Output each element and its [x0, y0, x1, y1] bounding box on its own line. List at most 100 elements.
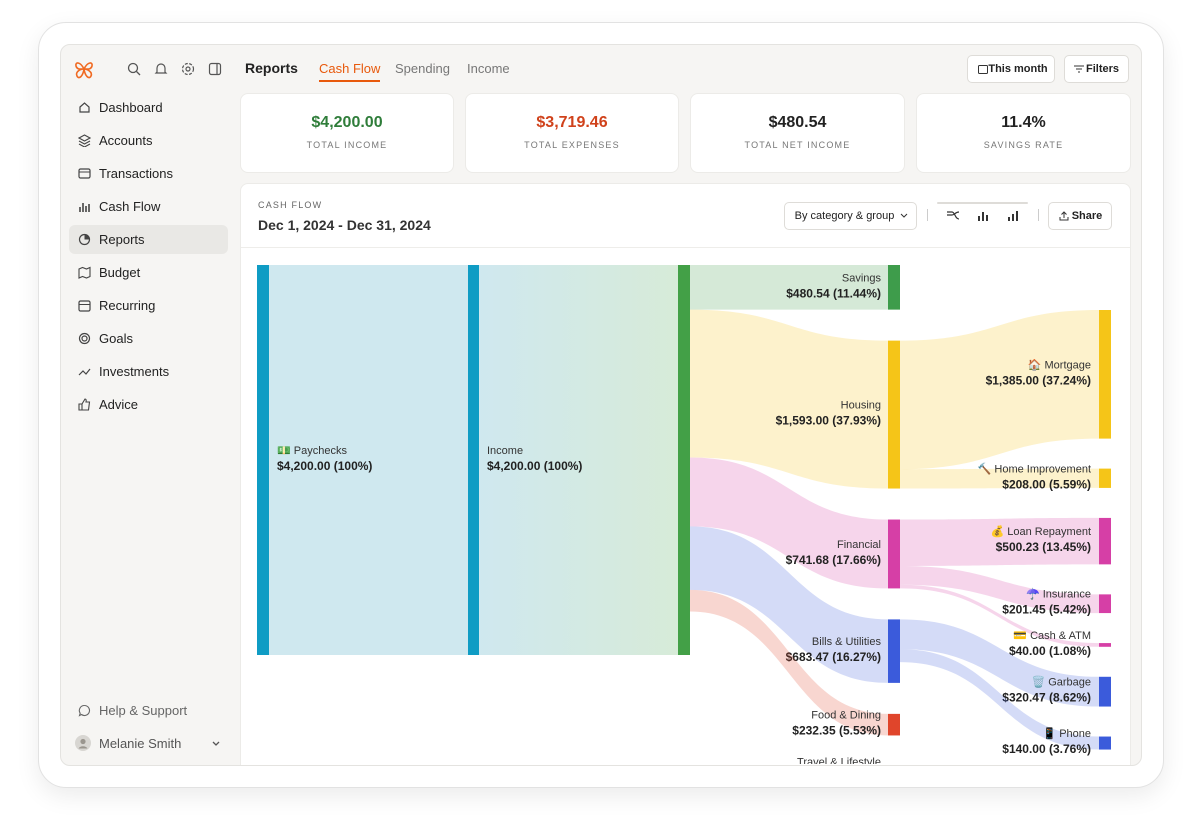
node-value: $683.47 (16.27%)	[786, 650, 881, 664]
tab-active[interactable]: Cash Flow	[319, 61, 381, 82]
node-bar	[678, 265, 690, 655]
flow	[900, 619, 1099, 707]
nav-item[interactable]: Reports	[69, 225, 228, 254]
nav-item[interactable]: Budget	[69, 258, 228, 287]
nav-item[interactable]: Goals	[69, 324, 228, 353]
nav-item[interactable]: Accounts	[69, 126, 228, 155]
card-label: TOTAL NET INCOME	[744, 140, 851, 150]
node-name: Food & Dining	[811, 710, 881, 722]
nav-label: Advice	[99, 397, 139, 412]
node-value: $320.47 (8.62%)	[1002, 691, 1091, 705]
flow	[900, 517, 1099, 566]
help-label: Help & Support	[99, 703, 188, 718]
node-value: $500.23 (13.45%)	[996, 540, 1091, 554]
separator	[927, 209, 928, 221]
node-name: 💰 Loan Repayment	[990, 525, 1091, 538]
user-menu[interactable]: Melanie Smith	[69, 729, 228, 758]
node-bar	[1099, 736, 1111, 750]
node-bar	[468, 265, 479, 655]
divider	[241, 247, 1130, 248]
node-name: 💳 Cash & ATM	[1013, 630, 1091, 642]
nav-item[interactable]: Cash Flow	[69, 192, 228, 221]
panel-label: CASH FLOW	[258, 200, 323, 210]
node-bar	[257, 265, 269, 655]
node-value: $201.45 (5.42%)	[1002, 603, 1091, 617]
bar-view-toggle[interactable]	[967, 202, 998, 221]
node-bar	[1099, 676, 1111, 707]
nav-label: Recurring	[99, 298, 156, 313]
nav-item[interactable]: Dashboard	[69, 93, 228, 122]
card-value: $4,200.00	[311, 114, 383, 131]
node-name: 📱 Phone	[1042, 727, 1091, 740]
card-label: TOTAL INCOME	[306, 140, 388, 150]
help-link[interactable]: Help & Support	[69, 696, 228, 725]
share-label: Share	[1071, 210, 1103, 222]
summary-card: $4,200.00 TOTAL INCOME	[240, 93, 454, 173]
flow	[900, 584, 1099, 647]
nav-item[interactable]: Transactions	[69, 159, 228, 188]
node-value: $1,593.00 (37.93%)	[776, 414, 881, 428]
flow	[690, 589, 888, 736]
nav-label: Reports	[99, 232, 145, 247]
date-button-label: This month	[988, 63, 1048, 75]
stacked-view-toggle[interactable]	[997, 202, 1028, 221]
search-icon[interactable]	[127, 62, 141, 76]
nav-label: Dashboard	[99, 100, 163, 115]
settings-icon[interactable]	[181, 62, 195, 76]
nav-item[interactable]: Recurring	[69, 291, 228, 320]
node-value: $4,200.00 (100%)	[277, 459, 372, 473]
card-label: SAVINGS RATE	[983, 140, 1064, 150]
node-value: $4,200.00 (100%)	[487, 459, 582, 473]
flow	[690, 265, 888, 310]
grouping-label: By category & group	[794, 210, 895, 222]
node-bar	[1099, 517, 1111, 565]
flow	[479, 265, 678, 655]
node-name: 💵 Paychecks	[277, 445, 347, 457]
summary-card: $480.54 TOTAL NET INCOME	[690, 93, 905, 173]
summary-card: 11.4% SAVINGS RATE	[916, 93, 1131, 173]
node-bar	[1099, 310, 1111, 439]
separator	[1038, 209, 1039, 221]
nav-label: Cash Flow	[99, 199, 161, 214]
sankey-view-toggle[interactable]	[937, 202, 968, 220]
tab[interactable]: Spending	[395, 61, 450, 76]
node-bar	[1099, 643, 1111, 647]
node-value: $208.00 (5.59%)	[1002, 477, 1091, 491]
nav-label: Goals	[99, 331, 133, 346]
summary-card: $3,719.46 TOTAL EXPENSES	[465, 93, 679, 173]
user-name: Melanie Smith	[99, 736, 182, 751]
node-value: $40.00 (1.08%)	[1009, 644, 1091, 658]
flow	[690, 309, 888, 489]
date-button[interactable]: This month	[967, 55, 1055, 83]
node-bar	[888, 519, 900, 589]
filters-button[interactable]: Filters	[1064, 55, 1129, 83]
node-name: Financial	[837, 539, 881, 551]
node-name: 🗑️ Garbage	[1031, 676, 1091, 689]
card-value: $480.54	[768, 114, 827, 131]
card-label: TOTAL EXPENSES	[524, 140, 620, 150]
nav-label: Investments	[99, 364, 170, 379]
node-bar	[888, 713, 900, 736]
node-bar	[1099, 594, 1111, 614]
node-name: Income	[487, 445, 523, 457]
panel-toggle-icon[interactable]	[208, 62, 222, 76]
notifications-icon[interactable]	[154, 62, 168, 76]
node-value: $741.68 (17.66%)	[786, 553, 881, 567]
nav-item[interactable]: Advice	[69, 390, 228, 419]
node-value: $232.35 (5.53%)	[792, 724, 881, 738]
node-name: ☂️ Insurance	[1026, 588, 1091, 601]
page-title: Reports	[245, 60, 298, 76]
sankey-chart: 💵 Paychecks $4,200.00 (100%) Income $4,200.…	[257, 265, 1111, 764]
grouping-dropdown[interactable]: By category & group	[784, 202, 917, 230]
node-name: 🔨 Home Improvement	[978, 462, 1091, 475]
logo	[75, 62, 93, 79]
flow	[900, 310, 1099, 470]
node-value: $480.54 (11.44%)	[786, 286, 881, 300]
node-bar	[1099, 468, 1111, 488]
flow	[269, 265, 468, 655]
nav-item[interactable]: Investments	[69, 357, 228, 386]
tab[interactable]: Income	[467, 61, 510, 76]
flow	[900, 649, 1099, 750]
share-button[interactable]: Share	[1048, 202, 1112, 230]
